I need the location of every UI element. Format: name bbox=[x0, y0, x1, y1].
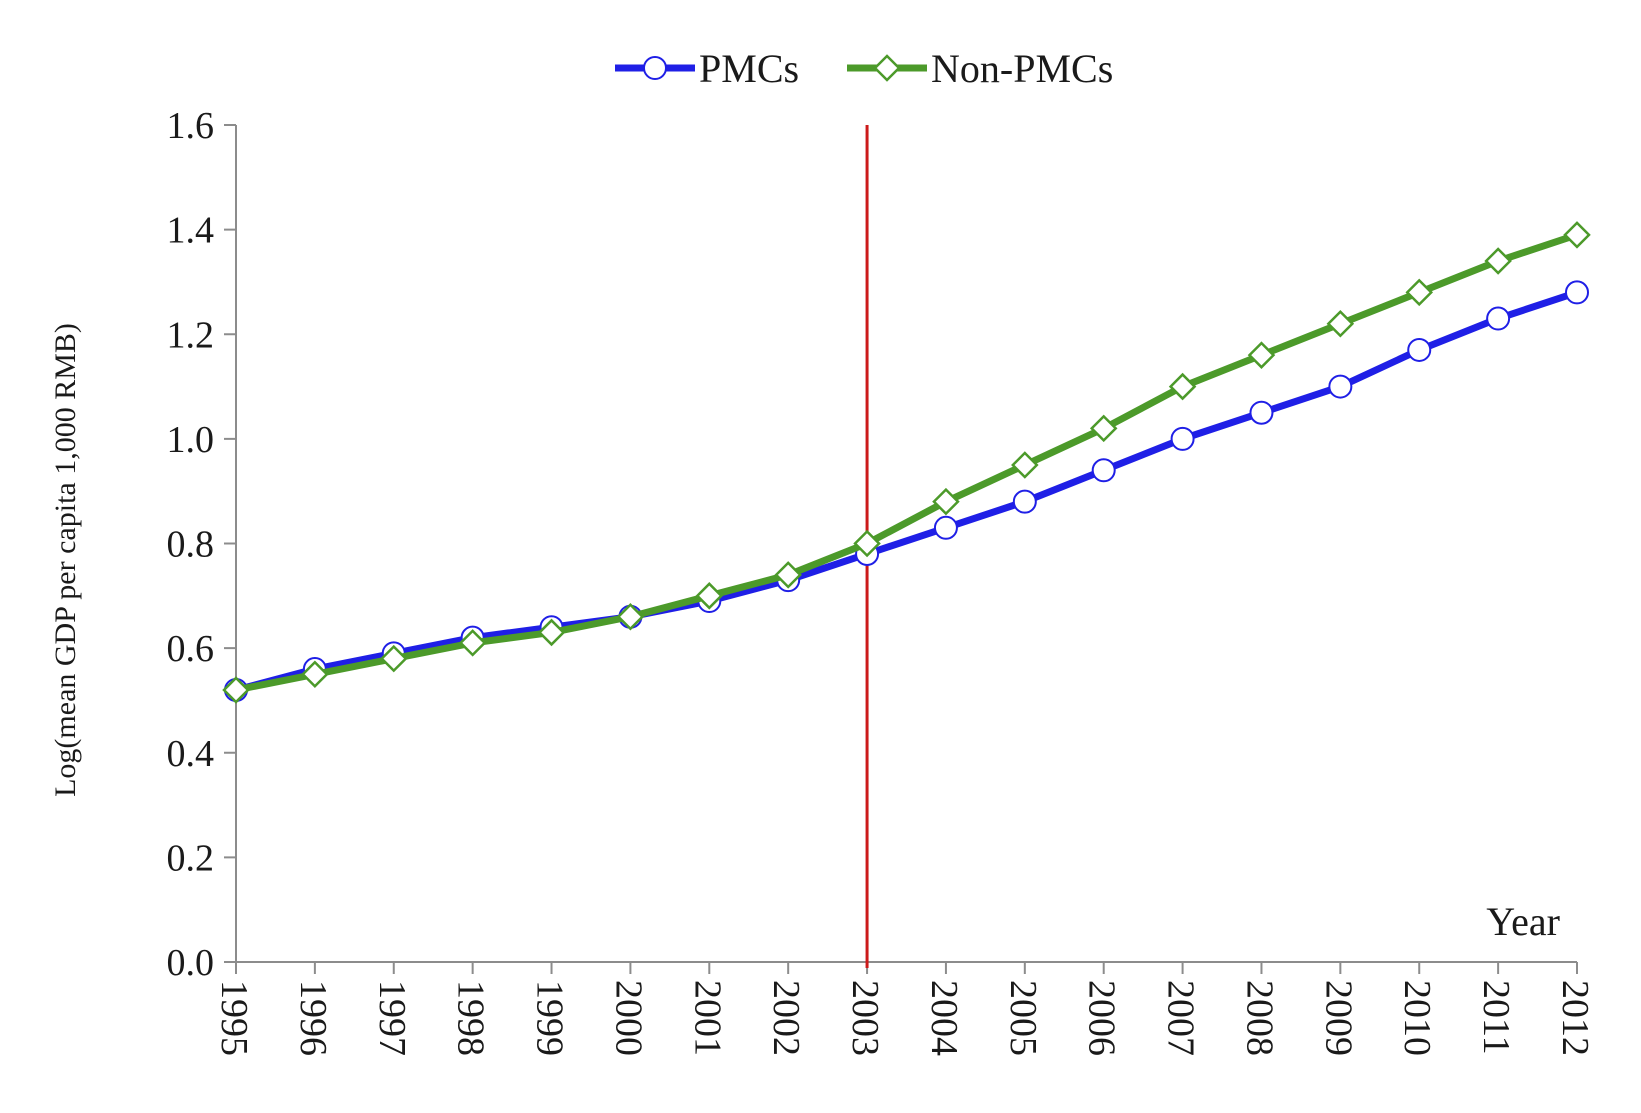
legend-swatch-marker bbox=[643, 56, 667, 80]
x-tick-label: 2010 bbox=[1396, 980, 1438, 1056]
x-tick-label: 2007 bbox=[1160, 980, 1202, 1056]
series-line bbox=[235, 231, 1579, 694]
x-tick-label: 1999 bbox=[529, 980, 571, 1056]
x-tick-label: 2012 bbox=[1554, 980, 1596, 1056]
data-point bbox=[1565, 280, 1589, 305]
y-axis: 0.0 0.2 0.4 0.6 0.8 1.0 1.2 1.4 1.6 bbox=[167, 105, 237, 984]
data-point bbox=[774, 561, 802, 589]
data-point bbox=[301, 660, 329, 689]
x-axis: 1995 1996 1997 1998 1999 2000 2001 2002 2003 2004… bbox=[213, 961, 1596, 1056]
data-point bbox=[1563, 221, 1591, 249]
x-tick-label: 2000 bbox=[607, 980, 649, 1056]
y-tick-label: 1.4 bbox=[167, 210, 215, 252]
data-point bbox=[222, 676, 250, 704]
y-tick-label: 1.6 bbox=[167, 105, 215, 147]
data-point bbox=[379, 644, 408, 673]
x-tick-label: 1995 bbox=[213, 980, 255, 1056]
data-point bbox=[1326, 310, 1355, 338]
data-point bbox=[933, 515, 958, 540]
x-tick-label: 2009 bbox=[1317, 980, 1359, 1056]
data-point bbox=[695, 582, 724, 610]
x-tick-label: 2002 bbox=[765, 980, 807, 1056]
chart-legend: PMCs Non-PMCs bbox=[615, 46, 1113, 91]
y-tick-label: 0.2 bbox=[167, 837, 215, 879]
data-point bbox=[1405, 278, 1434, 307]
y-tick-label: 1.2 bbox=[167, 314, 215, 356]
y-tick-label: 0.8 bbox=[167, 524, 215, 566]
data-point bbox=[1011, 451, 1039, 479]
x-tick-label: 2005 bbox=[1002, 980, 1044, 1056]
x-tick-label: 2004 bbox=[923, 980, 965, 1056]
legend-item: Non-PMCs bbox=[847, 46, 1113, 91]
data-point bbox=[853, 529, 881, 558]
data-point bbox=[1012, 489, 1037, 514]
data-point bbox=[1247, 341, 1276, 369]
x-tick-label: 1996 bbox=[292, 980, 334, 1056]
x-axis-title: Year bbox=[1486, 899, 1560, 944]
data-point bbox=[1486, 306, 1511, 331]
data-point bbox=[1168, 372, 1197, 401]
x-tick-label: 1997 bbox=[371, 980, 413, 1056]
legend-label: PMCs bbox=[699, 46, 799, 91]
x-tick-label: 2011 bbox=[1475, 980, 1517, 1055]
x-tick-label: 1998 bbox=[450, 980, 492, 1056]
y-tick-label: 0.6 bbox=[167, 628, 215, 670]
data-point bbox=[1407, 337, 1432, 362]
series-2 bbox=[222, 221, 1591, 704]
series-1 bbox=[224, 280, 1589, 702]
y-tick-label: 0.0 bbox=[167, 942, 215, 984]
y-tick-label: 0.4 bbox=[167, 733, 215, 775]
x-tick-label: 2008 bbox=[1238, 980, 1280, 1056]
x-tick-label: 2001 bbox=[686, 980, 728, 1056]
series-group bbox=[222, 221, 1591, 704]
data-point bbox=[1328, 374, 1353, 399]
series-line bbox=[235, 289, 1579, 694]
x-tick-label: 2006 bbox=[1081, 980, 1123, 1056]
legend-item: PMCs bbox=[615, 46, 799, 91]
y-tick-label: 1.0 bbox=[167, 419, 215, 461]
y-axis-title: Log(mean GDP per capita 1,000 RMB) bbox=[49, 323, 82, 797]
data-point bbox=[1484, 247, 1512, 275]
data-point bbox=[458, 629, 487, 657]
data-point bbox=[932, 487, 960, 516]
data-point bbox=[1091, 458, 1116, 483]
data-point bbox=[616, 602, 645, 631]
legend-label: Non-PMCs bbox=[931, 46, 1113, 91]
data-point bbox=[1089, 414, 1118, 443]
data-point bbox=[1170, 426, 1195, 451]
x-tick-label: 2003 bbox=[844, 980, 886, 1056]
data-point bbox=[1249, 400, 1274, 425]
legend-swatch-marker bbox=[873, 54, 901, 82]
data-point bbox=[537, 618, 566, 647]
